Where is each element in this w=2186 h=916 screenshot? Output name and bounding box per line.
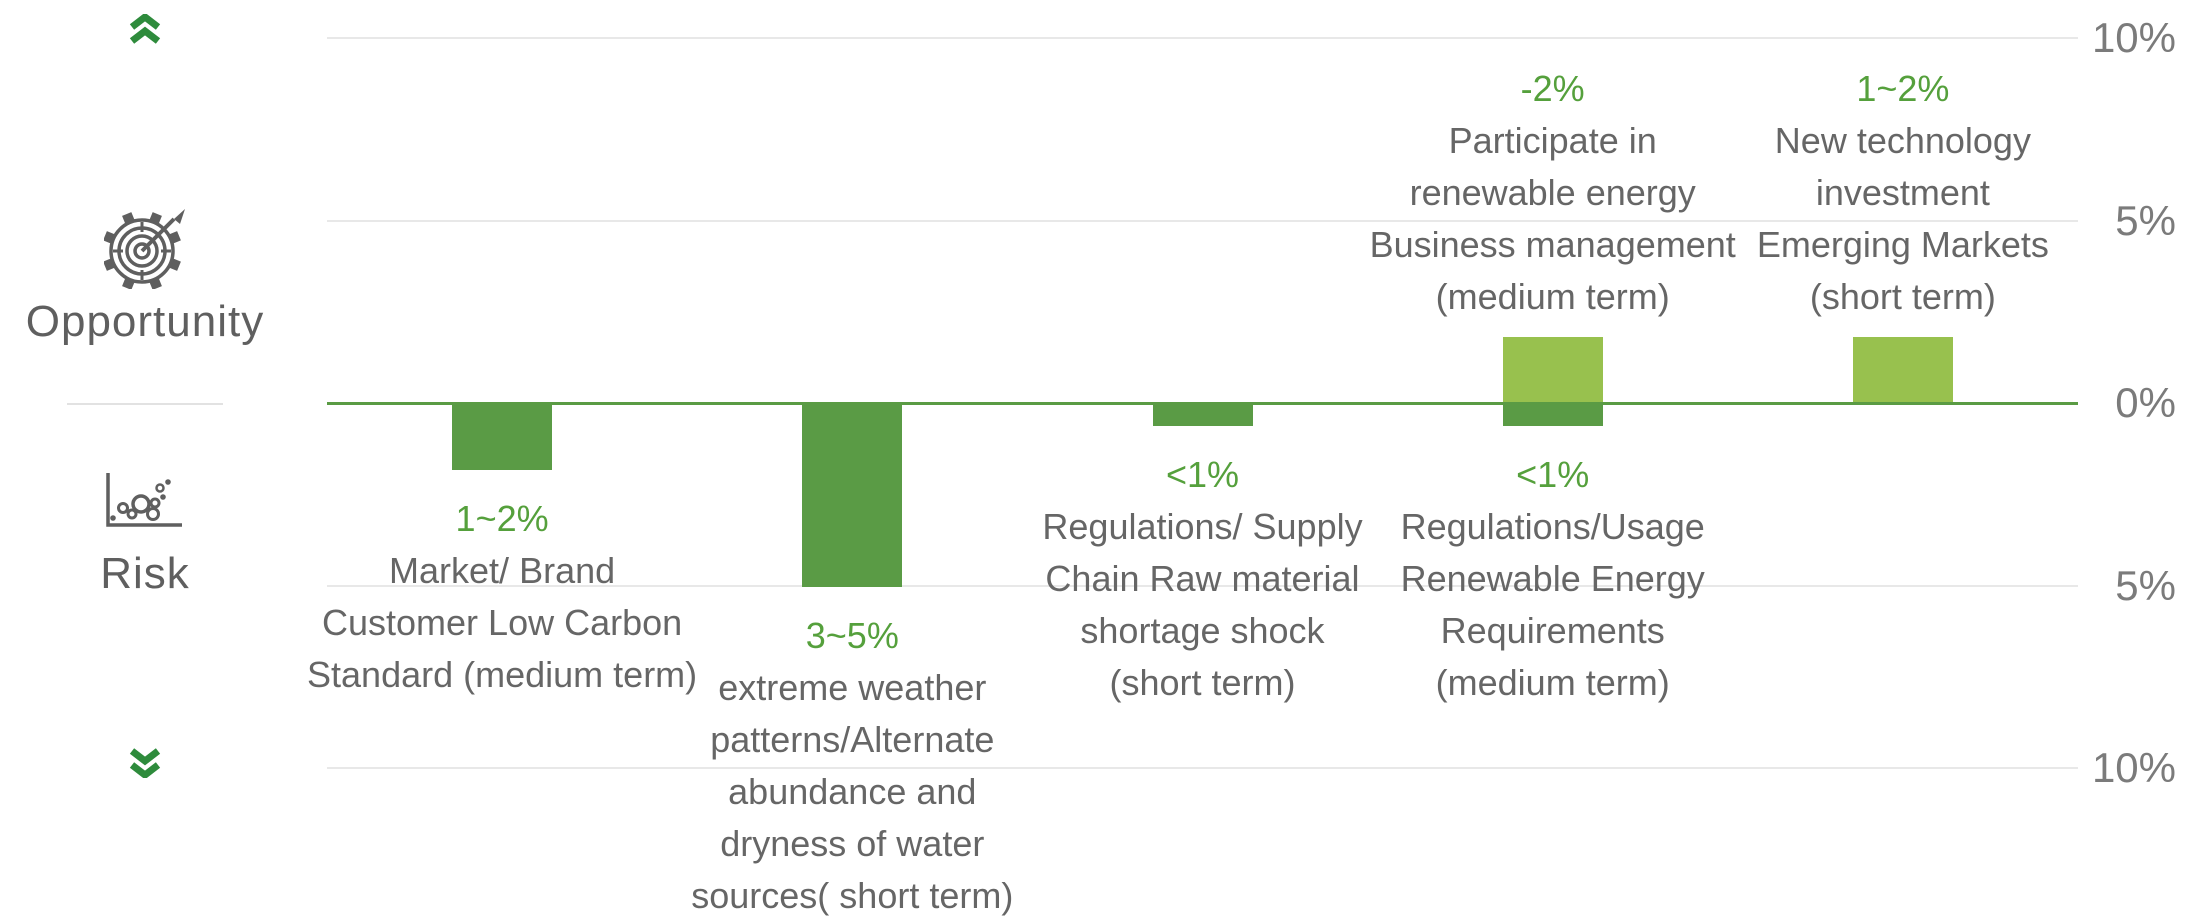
label-line-1-regulations-supply-chain-risk: Chain Raw material <box>1045 557 1360 599</box>
label-line-0-regulations-supply-chain-risk: Regulations/ Supply <box>1042 505 1363 547</box>
axis-tick-0: 10% <box>2091 14 2176 61</box>
label-line-0-regulations-usage-renewable-risk: Regulations/Usage <box>1400 505 1705 547</box>
label-line-2-participate-renewable-energy-opportunity: Business management <box>1369 224 1736 266</box>
value-label-participate-renewable-energy-opportunity: -2% <box>1520 68 1585 110</box>
label-line-3-new-technology-investment-opportunity: (short term) <box>1809 276 1996 318</box>
label-participate-renewable-energy-opportunity: -2% Participate in renewable energy Busines… <box>1370 63 1736 323</box>
gridline-5pct <box>327 219 2078 222</box>
label-market-brand-low-carbon-risk: 1~2% Market/ Brand Customer Low Carbon Stan… <box>307 493 697 701</box>
value-label-extreme-weather-water-risk: 3~5% <box>805 614 899 656</box>
value-label-regulations-supply-chain-risk: <1% <box>1165 453 1240 495</box>
value-label-market-brand-low-carbon-risk: 1~2% <box>455 497 549 539</box>
label-line-2-regulations-usage-renewable-risk: Requirements <box>1440 609 1665 651</box>
value-label-regulations-usage-renewable-risk: <1% <box>1516 453 1590 495</box>
axis-tick-2: 0% <box>2115 379 2176 426</box>
label-new-technology-investment-opportunity: 1~2% New technology investment Emerging Mar… <box>1757 63 2049 323</box>
bar-new-technology-investment-opportunity <box>1852 337 1953 403</box>
label-line-1-market-brand-low-carbon-risk: Customer Low Carbon <box>322 601 683 643</box>
bar-participate-renewable-energy-opportunity <box>1502 337 1603 403</box>
gridline--10pct <box>327 767 2078 769</box>
label-line-3-participate-renewable-energy-opportunity: (medium term) <box>1435 276 1670 318</box>
gridline-10pct <box>327 37 2078 39</box>
bar-regulations-supply-chain-risk <box>1152 404 1253 426</box>
chevrons-up-icon <box>129 14 161 44</box>
label-line-1-participate-renewable-energy-opportunity: renewable energy <box>1409 172 1696 214</box>
label-line-2-new-technology-investment-opportunity: Emerging Markets <box>1756 224 2049 266</box>
gridline--5pct <box>327 584 2078 587</box>
opportunity-label: Opportunity <box>25 297 265 346</box>
bar-regulations-usage-renewable-risk <box>1502 404 1603 426</box>
axis-tick-3: 5% <box>2115 561 2176 609</box>
label-line-3-extreme-weather-water-risk: dryness of water <box>720 822 985 864</box>
axis-tick-4: 10% <box>2091 744 2176 791</box>
zero-axis-line <box>327 402 2078 405</box>
label-line-1-regulations-usage-renewable-risk: Renewable Energy <box>1400 557 1705 599</box>
label-line-2-regulations-supply-chain-risk: shortage shock <box>1080 609 1325 651</box>
label-regulations-usage-renewable-risk: <1% Regulations/Usage Renewable Energy Requ… <box>1401 449 1705 709</box>
scatter-chart-icon <box>106 473 182 527</box>
axis-tick-1: 5% <box>2115 196 2176 244</box>
label-regulations-supply-chain-risk: <1% Regulations/ Supply Chain Raw material… <box>1042 449 1362 709</box>
label-line-3-regulations-supply-chain-risk: (short term) <box>1109 661 1296 703</box>
label-line-2-extreme-weather-water-risk: abundance and <box>728 770 977 812</box>
gear-target-icon <box>104 209 185 289</box>
chevrons-down-icon <box>129 748 161 778</box>
label-line-3-regulations-usage-renewable-risk: (medium term) <box>1435 661 1670 703</box>
label-line-0-market-brand-low-carbon-risk: Market/ Brand <box>389 549 616 591</box>
label-line-0-extreme-weather-water-risk: extreme weather <box>718 666 987 708</box>
label-line-0-participate-renewable-energy-opportunity: Participate in <box>1448 120 1657 162</box>
risk-label: Risk <box>100 549 190 598</box>
bar-market-brand-low-carbon-risk <box>452 404 553 470</box>
legend-divider <box>67 403 223 405</box>
label-line-2-market-brand-low-carbon-risk: Standard (medium term) <box>307 653 698 695</box>
label-extreme-weather-water-risk: 3~5% extreme weather patterns/Alternate abu… <box>691 610 1013 916</box>
label-line-1-extreme-weather-water-risk: patterns/Alternate <box>710 718 995 760</box>
label-line-4-extreme-weather-water-risk: sources( short term) <box>691 874 1014 916</box>
bar-extreme-weather-water-risk <box>802 404 903 587</box>
value-label-new-technology-investment-opportunity: 1~2% <box>1856 68 1950 110</box>
label-line-1-new-technology-investment-opportunity: investment <box>1815 172 1990 214</box>
label-line-0-new-technology-investment-opportunity: New technology <box>1774 120 2031 162</box>
